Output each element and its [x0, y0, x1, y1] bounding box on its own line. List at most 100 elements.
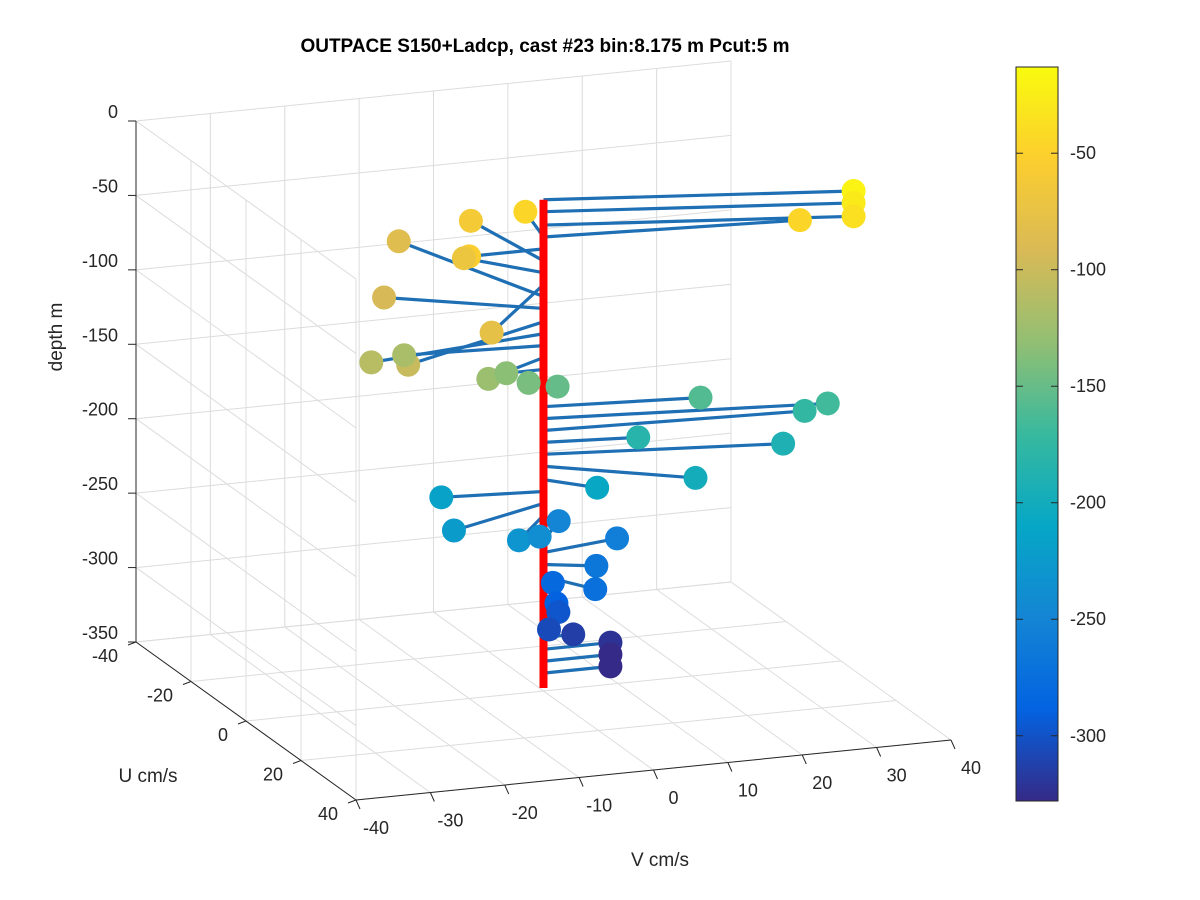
data-point [841, 204, 866, 229]
data-point [585, 475, 610, 500]
back-wall-grid-line [135, 60, 732, 122]
x-axis-label: V cm/s [631, 850, 689, 871]
y-tick-label: -40 [92, 646, 118, 666]
side-wall-grid-line [135, 418, 357, 578]
x-tick-label: 30 [887, 766, 907, 786]
data-point [527, 524, 552, 549]
colorbar: -50 -100 -150 -200 -250 -300 [1015, 66, 1106, 802]
data-point [787, 208, 812, 233]
velocity-stick [543, 401, 828, 421]
velocity-stick [543, 218, 801, 239]
velocity-stick [543, 396, 701, 409]
data-point [605, 526, 630, 551]
side-wall-grid-line [135, 492, 357, 652]
data-point [545, 374, 570, 399]
y-tick-label: 40 [318, 804, 338, 824]
velocity-stick [441, 489, 544, 499]
data-point [494, 361, 519, 386]
data-point [386, 229, 411, 254]
colorbar-tick-label: -200 [1070, 493, 1106, 513]
data-point [479, 320, 504, 345]
z-tick-label: -200 [82, 400, 118, 420]
velocity-stick [470, 219, 545, 263]
x-tick-label: -30 [437, 811, 463, 831]
x-tick-mark [727, 762, 733, 772]
colorbar-tick-label: -100 [1070, 260, 1106, 280]
chart-title: OUTPACE S150+Ladcp, cast #23 bin:8.175 m… [300, 36, 789, 57]
side-wall-grid-line [135, 567, 357, 726]
y-tick-mark [292, 760, 302, 764]
data-point [584, 553, 609, 578]
floor-grid-line [300, 700, 897, 761]
tick-labels: -40 -30 -20 -10 0 10 20 30 40-40-20020400-50-100… [82, 102, 981, 838]
x-tick-mark [429, 792, 435, 802]
velocity-stick [453, 501, 544, 533]
colorbar-tick-label: -300 [1070, 726, 1106, 746]
data-point [561, 622, 586, 647]
data-point [429, 485, 454, 510]
velocity-stick [407, 320, 544, 367]
colorbar-tick-label: -50 [1070, 143, 1096, 163]
side-wall-grid-line [135, 195, 357, 354]
back-wall-grid-line [135, 507, 732, 569]
back-wall-grid-line [135, 358, 732, 420]
data-point [506, 528, 531, 553]
z-tick-label: -250 [82, 474, 118, 494]
y-tick-label: 20 [263, 765, 283, 785]
back-wall-grid-line [135, 134, 732, 196]
velocity-stick [398, 239, 545, 299]
data-point [626, 425, 651, 450]
velocity-stick [543, 464, 696, 480]
x-tick-label: 20 [812, 773, 832, 793]
colorbar-gradient [1016, 67, 1058, 801]
velocity-stick [543, 435, 639, 445]
back-wall-grid-line [135, 581, 732, 643]
data-point [516, 370, 541, 395]
data-point [458, 208, 483, 233]
x-tick-mark [578, 777, 584, 787]
velocity-stick [404, 344, 544, 357]
velocity-stick [468, 247, 544, 258]
data-point [546, 509, 571, 534]
colorbar-tick-label: -150 [1070, 376, 1106, 396]
y-tick-label: -20 [147, 686, 173, 706]
velocity-stick [383, 295, 544, 311]
data-point [815, 391, 840, 416]
x-tick-label: -40 [363, 818, 389, 838]
z-tick-label: -350 [82, 623, 118, 643]
x-tick-mark [876, 747, 882, 757]
back-wall-grid-line [135, 283, 732, 345]
velocity-stick [543, 409, 805, 433]
data-point [683, 465, 708, 490]
colorbar-tick-label: -250 [1070, 609, 1106, 629]
y-axis-label: U cm/s [118, 766, 177, 787]
back-wall-grid-line [135, 209, 732, 271]
x-tick-label: 40 [961, 758, 981, 778]
z-tick-label: -100 [82, 251, 118, 271]
colorbar-frame [1015, 66, 1059, 802]
data-point [392, 343, 417, 368]
z-tick-label: -300 [82, 549, 118, 569]
y-tick-mark [347, 799, 357, 804]
data-point [359, 350, 384, 375]
z-axis-label: depth m [46, 303, 67, 372]
data-point [598, 654, 623, 679]
x-tick-label: -10 [586, 796, 612, 816]
data-point [513, 199, 538, 224]
data-point [372, 285, 397, 310]
x-tick-mark [801, 754, 807, 765]
side-wall-grid-line [135, 269, 357, 429]
velocity-stick [543, 201, 854, 214]
side-wall-grid-line [135, 343, 357, 503]
y-tick-label: 0 [218, 725, 228, 745]
x-tick-label: 0 [668, 788, 678, 808]
data-point [441, 518, 466, 543]
data-point [537, 617, 561, 642]
z-tick-label: -150 [82, 325, 118, 345]
x-tick-label: 10 [738, 781, 758, 801]
data-point [451, 246, 476, 271]
x-tick-label: -20 [512, 803, 538, 823]
data-point [583, 577, 608, 602]
data-point [792, 398, 817, 423]
